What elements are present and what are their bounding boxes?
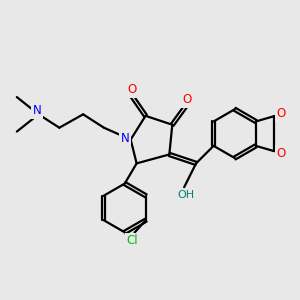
Text: N: N [121,132,130,145]
Text: O: O [276,147,285,160]
Text: O: O [128,83,137,97]
Text: Cl: Cl [126,235,138,248]
Text: OH: OH [177,190,194,200]
Text: N: N [33,104,41,117]
Text: O: O [276,107,285,120]
Text: O: O [182,93,192,106]
